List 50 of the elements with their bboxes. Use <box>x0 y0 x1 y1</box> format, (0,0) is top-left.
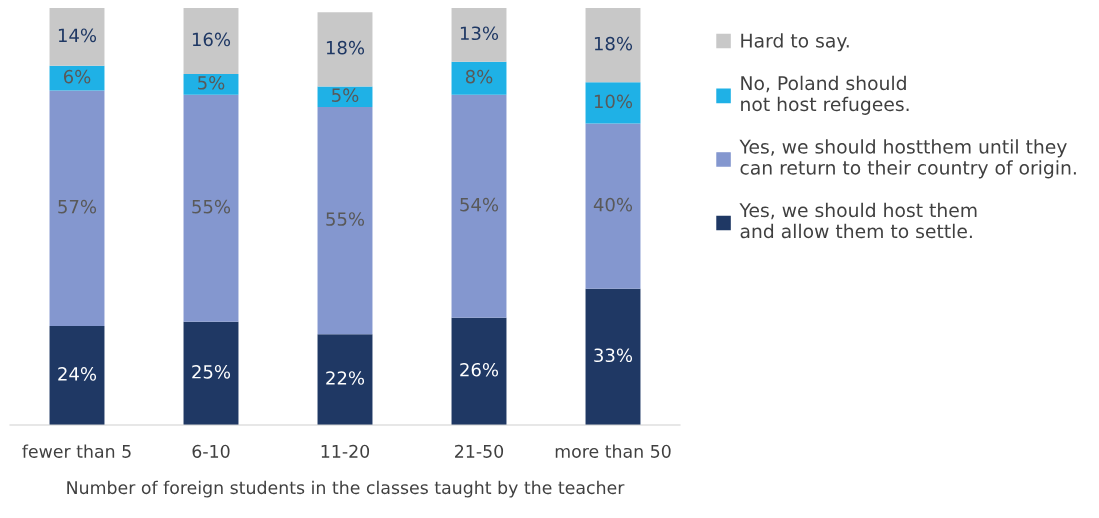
data-label: 14% <box>58 28 97 43</box>
x-tick-label: 11-20 <box>321 444 370 458</box>
bar <box>183 8 239 75</box>
data-label: 5% <box>198 75 225 90</box>
data-label: 54% <box>460 197 499 212</box>
data-label: 55% <box>326 212 365 226</box>
bar <box>451 317 507 425</box>
bar <box>317 334 373 425</box>
data-label: 40% <box>593 197 633 212</box>
legend-label: Hard to say. <box>741 33 849 52</box>
x-tick-label: more than 50 <box>555 444 671 458</box>
data-label: 18% <box>594 36 633 51</box>
data-label: 13% <box>460 26 499 41</box>
legend-label: Yes, we should hostthem until they can return to their country of origin. <box>739 139 1076 179</box>
data-label: 8% <box>465 69 493 84</box>
bar <box>317 107 373 335</box>
legend-label: Yes, we should host them and allow them to settle. <box>739 202 977 239</box>
bar <box>183 321 239 425</box>
data-label: 6% <box>63 69 91 84</box>
bar <box>451 94 507 318</box>
data-label: 16% <box>192 32 231 47</box>
bar <box>451 61 507 95</box>
bar <box>49 325 105 425</box>
data-label: 57% <box>58 199 97 214</box>
bar <box>183 94 239 322</box>
data-label: 24% <box>58 367 97 381</box>
data-label: 22% <box>326 371 365 385</box>
x-tick-label: 21-50 <box>455 444 504 458</box>
bar <box>49 8 105 66</box>
data-label: 5% <box>332 88 359 103</box>
bar <box>451 8 507 62</box>
bar <box>183 74 239 95</box>
bar <box>49 90 105 326</box>
x-tick-label: fewer than 5 <box>22 444 131 458</box>
bar <box>585 8 641 83</box>
legend-label: No, Poland should not host refugees. <box>741 75 909 115</box>
data-label: 10% <box>594 94 633 109</box>
bar <box>585 82 641 124</box>
x-tick-label: 6-10 <box>192 444 230 458</box>
data-label: 55% <box>192 199 231 214</box>
bar <box>585 288 641 425</box>
x-axis-title: Number of foreign students in the classes taught by the teacher <box>67 480 625 498</box>
bar <box>49 65 105 91</box>
bar <box>317 86 373 108</box>
data-label: 18% <box>326 40 365 55</box>
bar <box>585 123 641 289</box>
data-label: 26% <box>460 362 499 377</box>
data-label: 25% <box>192 364 231 379</box>
data-label: 33% <box>594 348 633 363</box>
bar <box>317 12 373 87</box>
